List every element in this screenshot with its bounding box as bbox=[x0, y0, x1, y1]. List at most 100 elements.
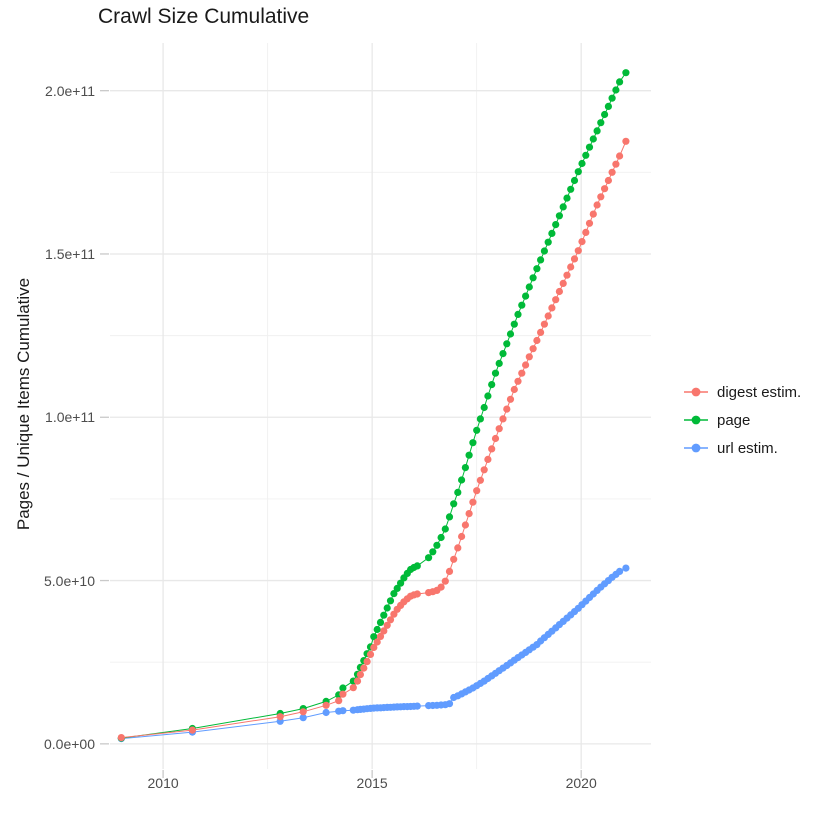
series-point-digest-estim bbox=[518, 369, 526, 377]
series-point-url-estim bbox=[445, 700, 454, 708]
series-point-page bbox=[397, 579, 405, 587]
series-point-digest-estim bbox=[567, 263, 575, 271]
series-point-digest-estim bbox=[548, 304, 556, 312]
series-point-digest-estim bbox=[563, 271, 571, 279]
series-point-url-estim bbox=[299, 714, 307, 722]
series-point-page bbox=[461, 464, 469, 472]
series-point-page bbox=[608, 94, 616, 102]
legend: digest estim. page url estim. bbox=[684, 380, 801, 464]
series-point-digest-estim bbox=[578, 238, 586, 246]
series-point-digest-estim bbox=[445, 567, 454, 576]
series-point-url-estim bbox=[622, 564, 630, 572]
series-point-digest-estim bbox=[450, 555, 458, 563]
y-tick-label-1.0e+11: 1.0e+11 bbox=[45, 409, 95, 426]
series-point-digest-estim bbox=[373, 638, 381, 646]
series-point-page bbox=[491, 369, 500, 377]
series-point-digest-estim bbox=[488, 445, 496, 453]
series-point-digest-estim bbox=[525, 353, 533, 361]
y-tick-label-1.5e+11: 1.5e+11 bbox=[45, 245, 95, 262]
series-point-digest-estim bbox=[469, 498, 477, 506]
series-point-digest-estim bbox=[480, 466, 488, 474]
series-point-page bbox=[373, 625, 381, 634]
series-point-page bbox=[604, 102, 613, 110]
series-point-page bbox=[589, 135, 597, 143]
series-point-page bbox=[548, 229, 556, 237]
series-point-digest-estim bbox=[597, 193, 605, 201]
series-point-page bbox=[441, 525, 449, 533]
series-point-digest-estim bbox=[356, 671, 364, 679]
series-point-url-estim bbox=[322, 708, 330, 717]
series-point-digest-estim bbox=[537, 328, 545, 336]
series-point-digest-estim bbox=[593, 201, 601, 209]
y-tick-label-0.0e+00: 0.0e+00 bbox=[44, 735, 95, 752]
series-point-page bbox=[570, 176, 579, 185]
series-point-digest-estim bbox=[601, 185, 609, 193]
series-point-page bbox=[612, 86, 620, 94]
series-point-digest-estim bbox=[117, 734, 125, 742]
series-point-digest-estim bbox=[349, 684, 357, 692]
series-point-page bbox=[555, 212, 564, 220]
series-point-page bbox=[622, 69, 630, 77]
series-point-digest-estim bbox=[540, 320, 549, 328]
series-point-digest-estim bbox=[276, 713, 284, 721]
series-point-page bbox=[563, 194, 571, 202]
series-point-digest-estim bbox=[559, 279, 567, 287]
series-point-page bbox=[514, 310, 522, 318]
legend-label-digest-estim: digest estim. bbox=[717, 383, 802, 401]
series-point-page bbox=[616, 78, 624, 86]
series-point-page bbox=[518, 301, 526, 309]
series-point-page bbox=[488, 381, 496, 389]
series-point-page bbox=[433, 541, 441, 549]
series-point-page bbox=[480, 403, 488, 412]
series-point-digest-estim bbox=[555, 287, 564, 296]
y-tick-label-5.0e+10: 5.0e+10 bbox=[44, 572, 95, 589]
series-point-digest-estim bbox=[366, 650, 375, 659]
series-point-page bbox=[533, 265, 541, 273]
series-point-page bbox=[390, 590, 398, 598]
series-point-digest-estim bbox=[552, 296, 560, 304]
series-point-digest-estim bbox=[499, 415, 507, 423]
series-point-digest-estim bbox=[533, 336, 541, 345]
series-point-page bbox=[469, 439, 477, 447]
series-point-digest-estim bbox=[582, 228, 590, 236]
series-point-digest-estim bbox=[299, 708, 307, 716]
series-point-digest-estim bbox=[441, 577, 449, 585]
series-point-page bbox=[476, 415, 484, 423]
series-point-digest-estim bbox=[622, 137, 630, 145]
y-tick-label-2.0e+11: 2.0e+11 bbox=[45, 82, 95, 99]
series-point-digest-estim bbox=[495, 425, 503, 433]
series-point-page bbox=[567, 185, 575, 193]
series-point-digest-estim bbox=[529, 345, 537, 353]
series-point-page bbox=[495, 359, 503, 367]
series-point-digest-estim bbox=[514, 377, 522, 385]
series-point-digest-estim bbox=[353, 677, 362, 685]
series-point-page bbox=[593, 127, 601, 135]
series-point-page bbox=[393, 584, 401, 593]
series-point-page bbox=[465, 451, 473, 459]
series-point-digest-estim bbox=[506, 395, 515, 403]
series-point-digest-estim bbox=[616, 152, 624, 160]
series-point-digest-estim bbox=[383, 621, 391, 629]
x-tick-label-2020: 2020 bbox=[565, 775, 597, 791]
series-point-page bbox=[585, 143, 594, 151]
series-point-page bbox=[503, 340, 511, 348]
series-point-digest-estim bbox=[465, 509, 473, 518]
series-point-digest-estim bbox=[339, 690, 347, 698]
legend-item-digest-estim: digest estim. bbox=[684, 380, 801, 404]
x-tick-label-2015: 2015 bbox=[356, 775, 388, 791]
series-point-digest-estim bbox=[335, 697, 343, 705]
series-point-digest-estim bbox=[458, 532, 466, 541]
series-point-digest-estim bbox=[322, 701, 330, 709]
series-point-page bbox=[559, 203, 567, 211]
series-point-page bbox=[582, 151, 590, 159]
legend-label-page: page bbox=[717, 411, 751, 429]
series-point-digest-estim bbox=[188, 726, 196, 734]
series-point-page bbox=[339, 684, 347, 692]
series-point-page bbox=[376, 618, 385, 627]
series-point-page bbox=[484, 392, 492, 400]
series-point-page bbox=[525, 283, 533, 291]
series-point-digest-estim bbox=[360, 664, 368, 672]
series-point-page bbox=[522, 292, 530, 300]
